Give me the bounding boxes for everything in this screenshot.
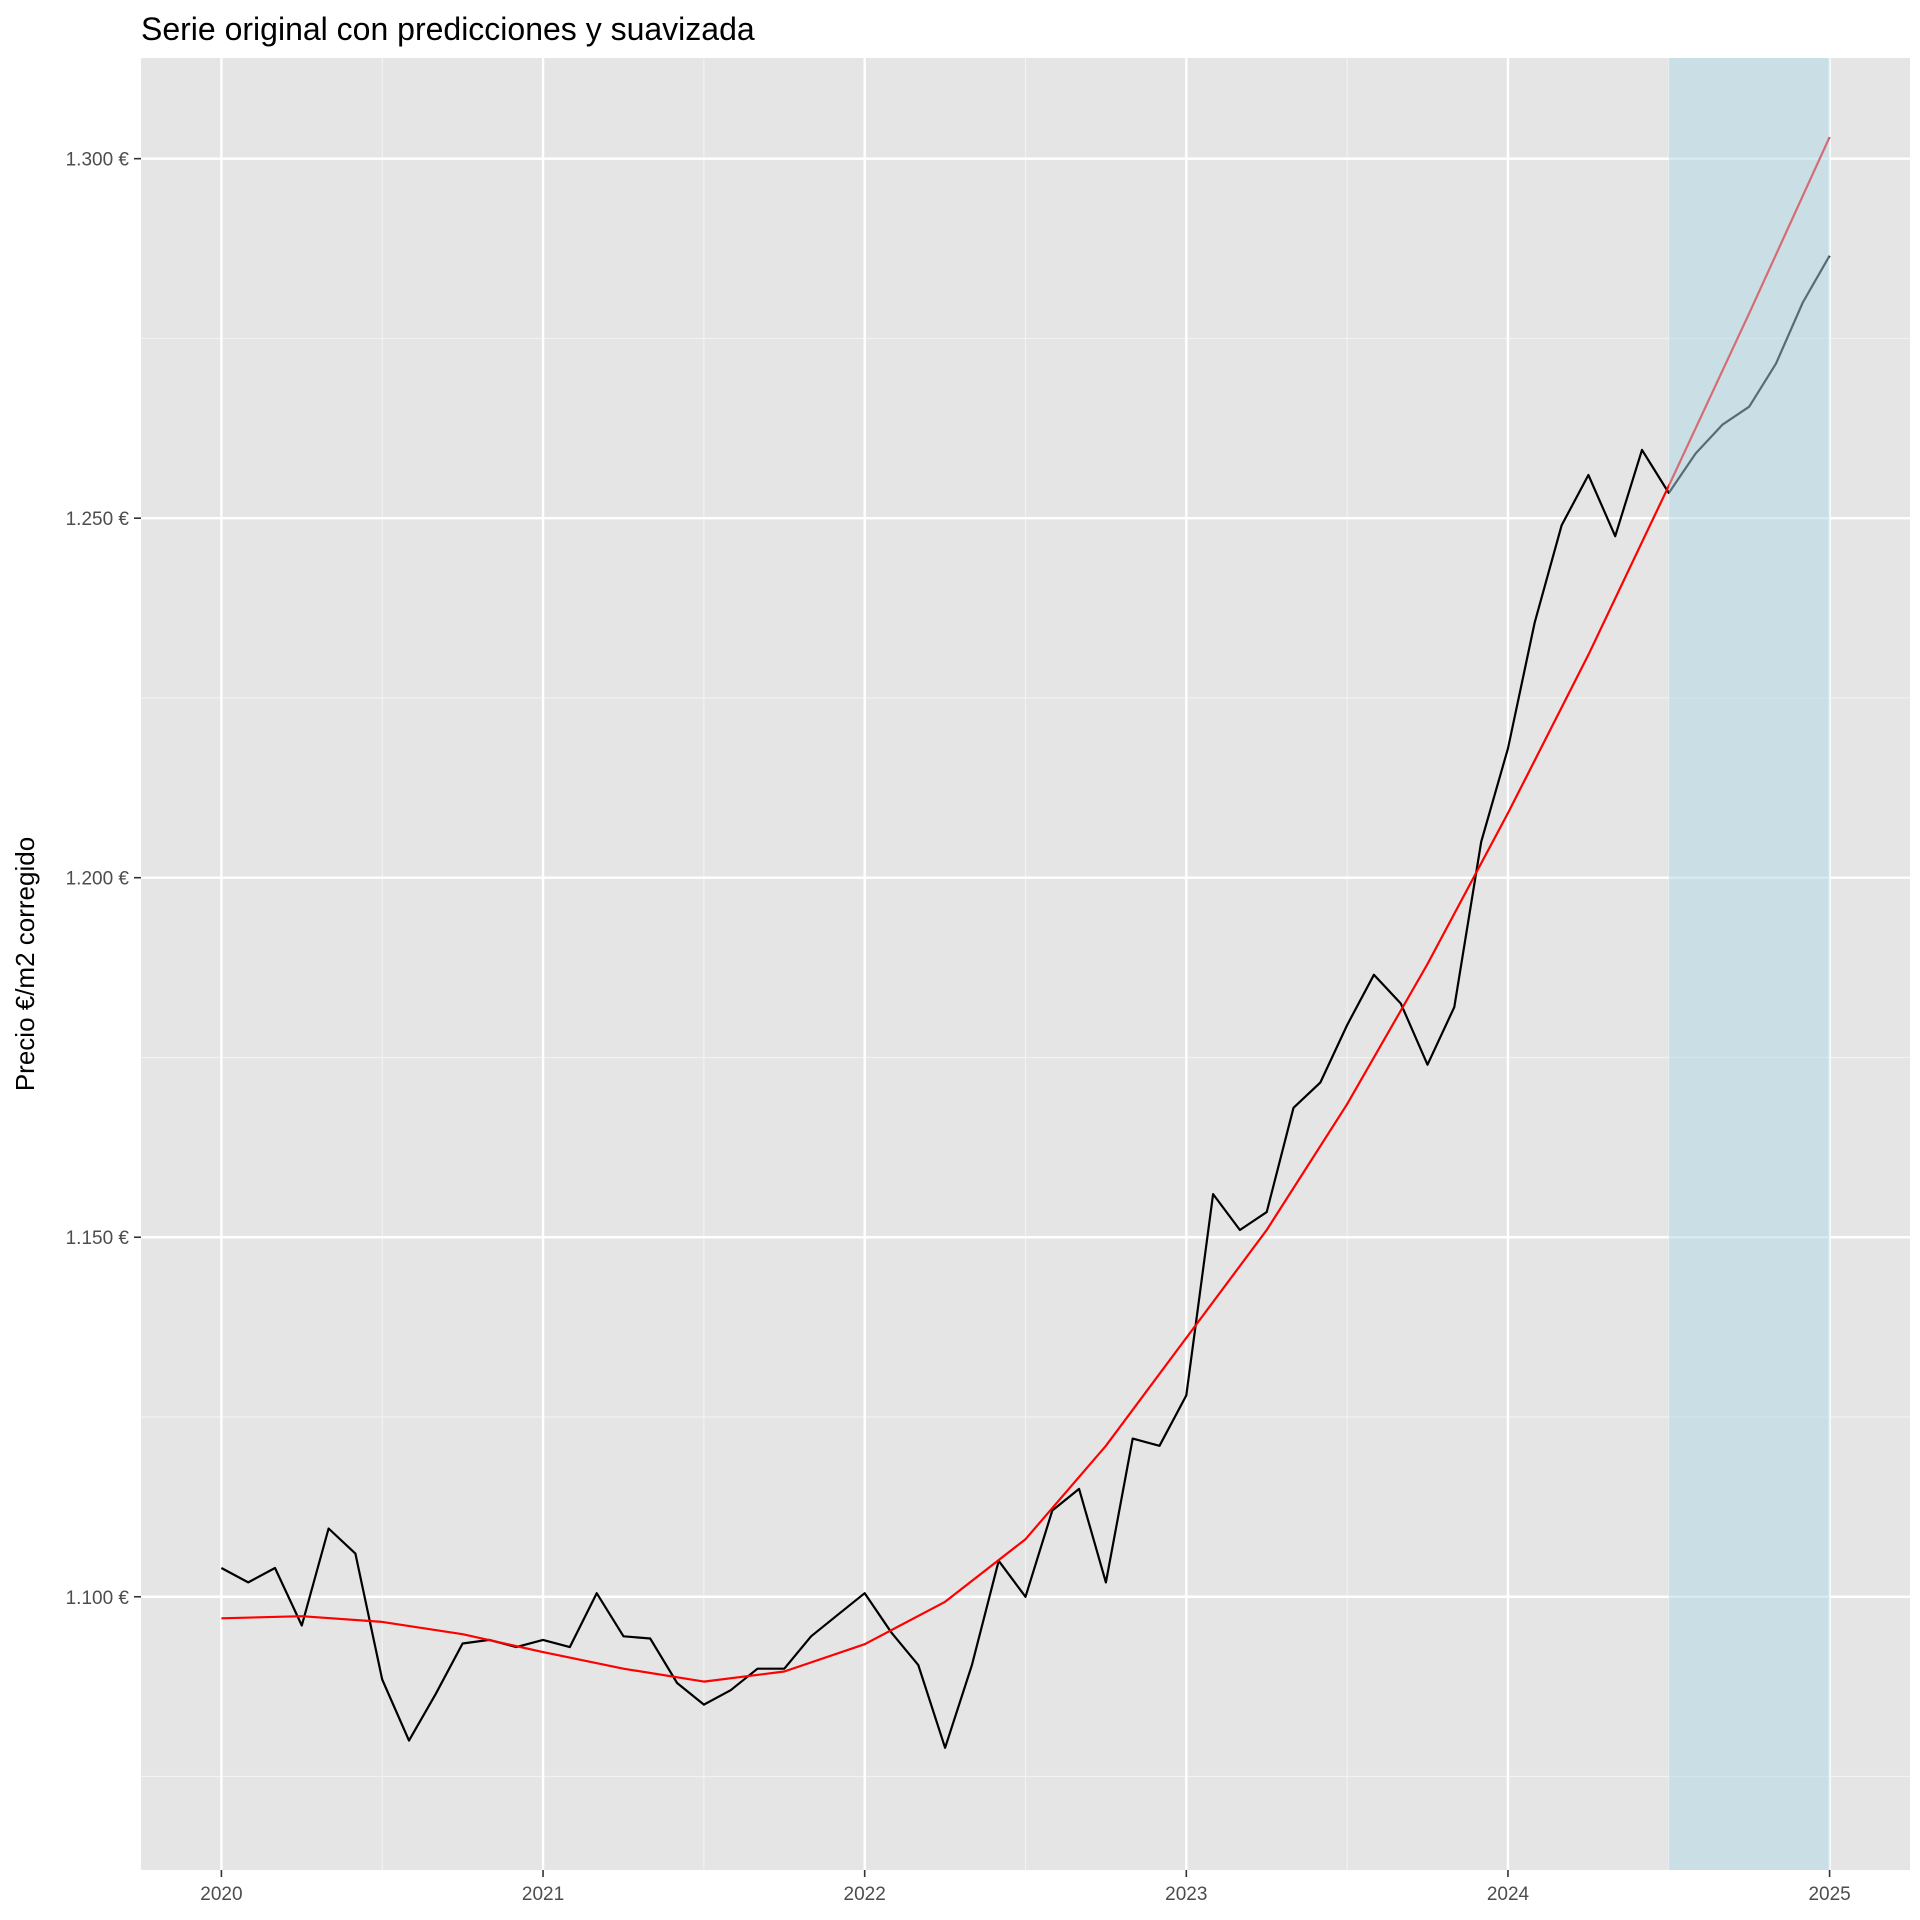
x-tick-label: 2025 <box>1808 1884 1850 1905</box>
x-axis: 2020 2021 2022 2023 2024 2025 <box>200 1870 1851 1905</box>
y-tick-label: 1.250 € <box>66 509 130 530</box>
x-tick-label: 2021 <box>522 1884 564 1905</box>
y-axis: 1.100 € 1.150 € 1.200 € 1.250 € 1.300 € <box>66 150 141 1609</box>
chart-title: Serie original con predicciones y suaviz… <box>141 11 755 47</box>
x-tick-label: 2023 <box>1165 1884 1207 1905</box>
y-tick-label: 1.150 € <box>66 1228 130 1249</box>
y-tick-label: 1.100 € <box>66 1588 130 1609</box>
x-tick-label: 2022 <box>844 1884 886 1905</box>
x-tick-label: 2024 <box>1487 1884 1530 1905</box>
y-tick-label: 1.300 € <box>66 150 130 171</box>
forecast-region <box>1668 58 1830 1870</box>
x-tick-label: 2020 <box>200 1884 242 1905</box>
y-tick-label: 1.200 € <box>66 869 130 890</box>
y-axis-label: Precio €/m2 corregido <box>10 837 40 1091</box>
series-layer <box>220 136 1831 1749</box>
smoothed-series-line <box>221 136 1831 1683</box>
